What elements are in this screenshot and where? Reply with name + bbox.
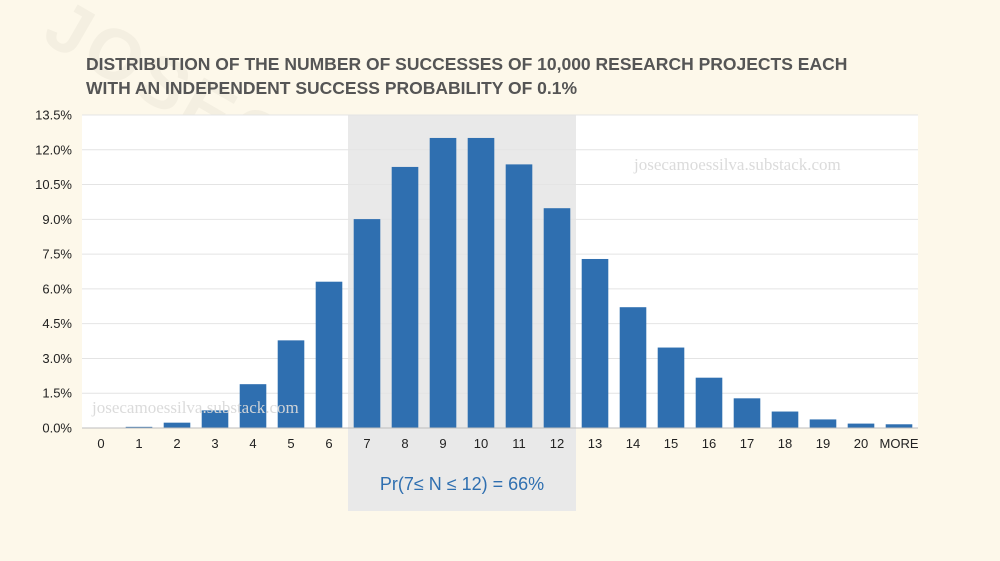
x-axis: 0 1 2 3 4 5 6 7 8 9 10 11 12 13 14 15 16 17 18 19 20 MORE — [97, 436, 918, 451]
x-tick-label: 19 — [816, 436, 830, 451]
bar-1 — [125, 426, 153, 428]
x-tick-label: 13 — [588, 436, 602, 451]
gridlines — [82, 114, 918, 394]
x-tick-label: 5 — [287, 436, 294, 451]
bar-3 — [201, 410, 229, 428]
x-tick-label: 16 — [702, 436, 716, 451]
x-tick-label: MORE — [880, 436, 919, 451]
y-tick-label: 9.0% — [42, 212, 72, 227]
bar-15 — [657, 347, 685, 428]
bar-4 — [239, 384, 267, 428]
bar-12 — [543, 208, 571, 428]
bar-18 — [771, 411, 799, 428]
x-tick-label: 8 — [401, 436, 408, 451]
x-tick-label: 15 — [664, 436, 678, 451]
probability-annotation: Pr(7≤ N ≤ 12) = 66% — [380, 474, 544, 494]
chart-title-line-2: WITH AN INDEPENDENT SUCCESS PROBABILITY … — [86, 78, 577, 98]
bar-6 — [315, 281, 343, 428]
bar-16 — [695, 377, 723, 428]
bar-13 — [581, 258, 609, 428]
bar-10 — [467, 137, 495, 428]
y-tick-label: 7.5% — [42, 247, 72, 262]
bars — [125, 137, 913, 428]
x-tick-label: 18 — [778, 436, 792, 451]
bar-7 — [353, 219, 381, 428]
bar-14 — [619, 307, 647, 428]
x-tick-label: 17 — [740, 436, 754, 451]
bar-20 — [847, 423, 875, 428]
bar-19 — [809, 419, 837, 428]
x-tick-label: 12 — [550, 436, 564, 451]
x-tick-label: 1 — [135, 436, 142, 451]
x-tick-label: 6 — [325, 436, 332, 451]
y-tick-label: 3.0% — [42, 351, 72, 366]
bar-more — [885, 424, 913, 428]
y-tick-label: 13.5% — [35, 108, 72, 123]
x-tick-label: 11 — [512, 436, 526, 451]
x-tick-label: 20 — [854, 436, 868, 451]
x-tick-label: 0 — [97, 436, 104, 451]
x-tick-label: 10 — [474, 436, 488, 451]
y-axis: 0.0% 1.5% 3.0% 4.5% 6.0% 7.5% 9.0% 10.5% 12.0% 13… — [35, 108, 72, 436]
bar-8 — [391, 166, 419, 428]
bar-9 — [429, 137, 457, 428]
bar-2 — [163, 422, 191, 428]
bar-17 — [733, 398, 761, 428]
x-tick-label: 2 — [173, 436, 180, 451]
y-tick-label: 4.5% — [42, 316, 72, 331]
bar-11 — [505, 164, 533, 428]
x-tick-label: 4 — [249, 436, 256, 451]
x-tick-label: 14 — [626, 436, 640, 451]
y-tick-label: 10.5% — [35, 177, 72, 192]
watermark-small-top-right: josecamoessilva.substack.com — [633, 155, 841, 174]
highlight-band — [348, 115, 576, 511]
watermark-small-bottom-left: josecamoessilva.substack.com — [91, 398, 299, 417]
bar-5 — [277, 340, 305, 428]
chart-title-line-1: DISTRIBUTION OF THE NUMBER OF SUCCESSES … — [86, 54, 847, 74]
x-tick-label: 3 — [211, 436, 218, 451]
x-tick-label: 9 — [439, 436, 446, 451]
y-tick-label: 1.5% — [42, 386, 72, 401]
x-tick-label: 7 — [363, 436, 370, 451]
y-tick-label: 6.0% — [42, 281, 72, 296]
y-tick-label: 12.0% — [35, 142, 72, 157]
y-tick-label: 0.0% — [42, 421, 72, 436]
